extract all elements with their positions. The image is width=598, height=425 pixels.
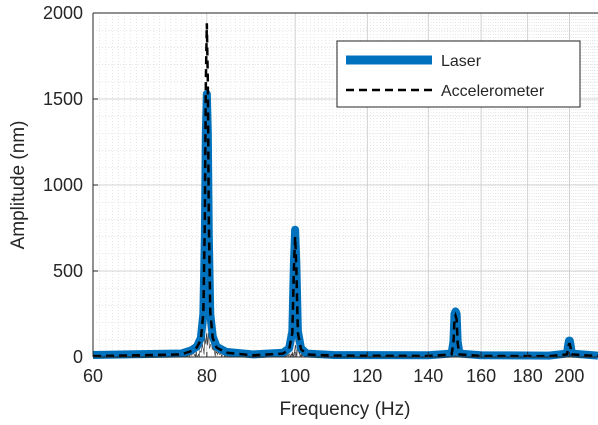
y-tick-label: 500 bbox=[53, 261, 83, 281]
x-tick-label: 160 bbox=[466, 366, 496, 386]
y-tick-labels: 0 500 1000 1500 2000 bbox=[43, 3, 83, 367]
legend: Laser Accelerometer bbox=[336, 40, 581, 108]
x-tick-label: 180 bbox=[513, 366, 543, 386]
series-line-laser bbox=[92, 89, 598, 360]
x-tick-labels: 60 80 100 120 140 160 180 200 bbox=[83, 366, 584, 386]
series-line-accelerometer bbox=[92, 23, 598, 358]
x-tick-label: 140 bbox=[413, 366, 443, 386]
axes bbox=[92, 12, 598, 358]
x-tick-label: 80 bbox=[197, 366, 217, 386]
y-tick-label: 0 bbox=[73, 347, 83, 367]
x-tick-label: 120 bbox=[352, 366, 382, 386]
x-tick-label: 100 bbox=[280, 366, 310, 386]
y-tick-label: 1500 bbox=[43, 89, 83, 109]
x-tick-label: 200 bbox=[554, 366, 584, 386]
legend-label-laser: Laser bbox=[441, 53, 482, 70]
legend-label-accelerometer: Accelerometer bbox=[441, 83, 545, 100]
x-tick-label: 60 bbox=[83, 366, 103, 386]
y-tick-label: 2000 bbox=[43, 3, 83, 23]
x-axis-label: Frequency (Hz) bbox=[280, 399, 411, 420]
y-tick-label: 1000 bbox=[43, 175, 83, 195]
legend-box bbox=[336, 40, 581, 108]
series-layer bbox=[92, 23, 598, 360]
y-axis-label: Amplitude (nm) bbox=[8, 121, 29, 250]
